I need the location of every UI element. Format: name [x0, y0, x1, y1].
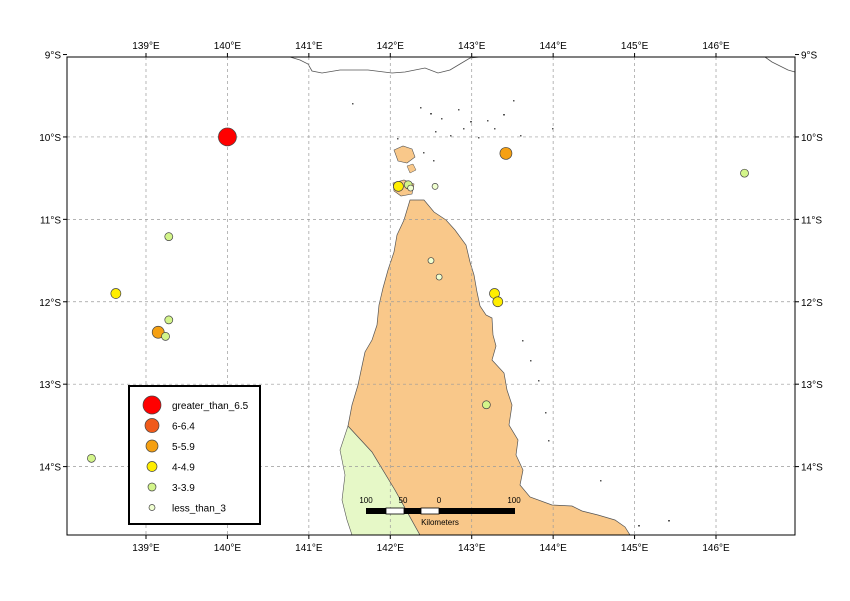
legend-label: 6-6.4 — [172, 422, 195, 433]
earthquake-events — [87, 127, 749, 463]
lon-tick-label-top: 143°E — [458, 41, 486, 52]
scale-segment-3 — [404, 508, 421, 514]
scale-segment-2 — [385, 507, 405, 515]
earthquake-event — [161, 332, 170, 341]
lon-tick-label-bottom: 145°E — [621, 543, 649, 554]
land-cape-york — [347, 199, 631, 535]
lat-tick-label-left: 9°S — [45, 51, 62, 62]
lat-tick-label-left: 14°S — [39, 463, 61, 474]
scale-bar: 100 50 0 100 Kilometers — [359, 496, 521, 527]
earthquake-event — [110, 288, 122, 299]
earthquake-event — [482, 400, 491, 410]
earthquake-event — [407, 184, 414, 192]
earthquake-event — [164, 232, 174, 242]
lon-tick-label-bottom: 142°E — [377, 543, 405, 554]
island-north-1 — [393, 145, 416, 164]
legend-label: greater_than_6.5 — [172, 401, 249, 412]
legend-symbol — [146, 461, 158, 472]
lon-tick-label-top: 146°E — [702, 41, 730, 52]
lon-tick-label-top: 142°E — [377, 41, 405, 52]
map-frame-border — [66, 56, 796, 536]
lon-tick-label-bottom: 144°E — [539, 543, 567, 554]
legend-symbol — [148, 504, 156, 511]
legend-label: less_than_3 — [172, 504, 226, 515]
torres-strait-islands — [352, 100, 670, 527]
scale-unit: Kilometers — [421, 518, 459, 527]
legend-label: 4-4.9 — [172, 463, 195, 474]
axis-ticks: 139°E 139°E 140°E 140°E 141°E 141°E 142°E 142°E… — [39, 41, 823, 554]
scale-segment-1 — [366, 508, 386, 514]
scale-label-2: 50 — [399, 496, 408, 505]
lat-tick-label-left: 12°S — [39, 298, 61, 309]
earthquake-event — [164, 315, 174, 325]
lat-tick-label-right: 10°S — [801, 133, 823, 144]
earthquake-event — [431, 183, 439, 190]
legend-symbol — [142, 395, 162, 415]
lon-tick-label-top: 145°E — [621, 41, 649, 52]
earthquake-event — [435, 273, 443, 281]
lat-tick-label-right: 12°S — [801, 298, 823, 309]
scale-label-4: 100 — [507, 496, 521, 505]
lon-tick-label-top: 144°E — [539, 41, 567, 52]
lon-tick-label-bottom: 146°E — [702, 543, 730, 554]
lon-tick-label-bottom: 143°E — [458, 543, 486, 554]
legend: greater_than_6.5 6-6.4 5-5.9 4-4.9 3-3.9 less… — [128, 385, 261, 525]
earthquake-event — [427, 257, 435, 264]
lat-tick-label-left: 11°S — [40, 215, 61, 226]
earthquake-event — [393, 181, 404, 192]
lon-tick-label-bottom: 140°E — [214, 543, 242, 554]
lat-tick-label-right: 14°S — [801, 463, 823, 474]
lat-tick-label-left: 10°S — [39, 133, 61, 144]
legend-label: 3-3.9 — [172, 483, 195, 494]
graticule — [67, 57, 795, 535]
earthquake-event — [740, 168, 749, 178]
earthquake-event — [218, 127, 237, 147]
lat-tick-label-left: 13°S — [39, 380, 61, 391]
earthquake-event — [492, 296, 504, 308]
lon-tick-label-top: 139°E — [132, 41, 160, 52]
island-north-3 — [406, 163, 417, 174]
earthquake-event — [499, 147, 513, 160]
legend-label: 5-5.9 — [172, 442, 195, 453]
coastline-new-guinea-east — [764, 57, 795, 73]
lon-tick-label-top: 141°E — [295, 41, 323, 52]
lat-tick-label-right: 13°S — [801, 380, 823, 391]
scale-label-1: 100 — [359, 496, 373, 505]
lon-tick-label-bottom: 141°E — [295, 543, 323, 554]
scale-label-3: 0 — [437, 496, 442, 505]
legend-symbol — [147, 482, 157, 492]
scale-segment-4 — [420, 507, 440, 515]
lon-tick-label-bottom: 139°E — [132, 543, 160, 554]
lat-tick-label-right: 11°S — [801, 215, 822, 226]
coastline-new-guinea — [289, 57, 481, 74]
scale-segment-5 — [439, 508, 515, 514]
lat-tick-label-right: 9°S — [801, 51, 818, 62]
legend-symbol — [144, 418, 160, 433]
legend-symbol — [145, 439, 159, 453]
earthquake-event — [87, 454, 96, 463]
lon-tick-label-top: 140°E — [214, 41, 242, 52]
